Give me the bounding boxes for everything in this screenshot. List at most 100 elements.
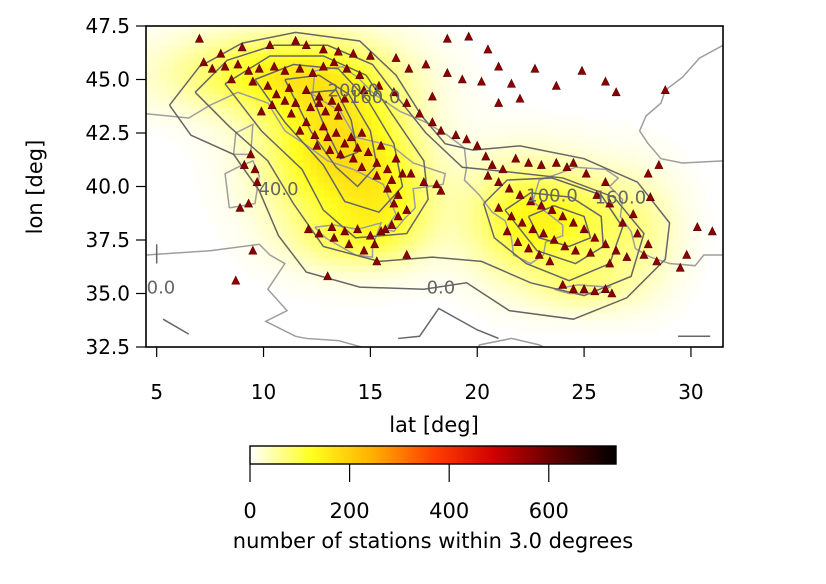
heatmap-cell — [344, 114, 352, 122]
heatmap-cell — [173, 38, 181, 47]
heatmap-cell — [467, 271, 475, 280]
station-marker — [442, 33, 452, 43]
heatmap-cell — [303, 45, 311, 54]
heatmap-cell — [611, 216, 619, 225]
heatmap-cell — [453, 66, 462, 74]
heatmap-cell — [200, 86, 209, 95]
heatmap-cell — [535, 216, 544, 225]
heatmap-cell — [556, 210, 564, 218]
station-marker — [389, 198, 399, 208]
heatmap-cell — [275, 182, 284, 191]
heatmap-cell — [248, 66, 257, 74]
heatmap-cell — [330, 134, 339, 143]
heatmap-cell — [357, 93, 366, 102]
heatmap-cell — [638, 210, 646, 218]
heatmap-cell — [330, 45, 339, 54]
heatmap-cell — [234, 38, 243, 47]
heatmap-cell — [214, 100, 222, 108]
heatmap-cell — [583, 237, 592, 245]
heatmap-cell — [419, 196, 427, 204]
heatmap-cell — [563, 168, 571, 177]
heatmap-cell — [542, 134, 551, 143]
heatmap-cell — [426, 264, 434, 273]
heatmap-cell — [371, 271, 380, 280]
heatmap-cell — [611, 189, 619, 197]
heatmap-cell — [426, 86, 434, 95]
heatmap-cell — [316, 264, 325, 273]
heatmap-cell — [631, 223, 639, 232]
heatmap-cell — [522, 121, 530, 129]
heatmap-cell — [166, 59, 174, 67]
heatmap-cell — [248, 73, 257, 81]
station-marker — [372, 256, 382, 266]
heatmap-cell — [337, 189, 345, 197]
heatmap-cell — [282, 155, 291, 163]
heatmap-cell — [515, 312, 523, 321]
heatmap-cell — [146, 38, 154, 47]
heatmap-cell — [542, 244, 551, 252]
coastline — [638, 44, 723, 164]
heatmap-cell — [453, 244, 462, 252]
heatmap-cell — [193, 162, 202, 170]
heatmap-cell — [453, 237, 462, 245]
heatmap-cell — [611, 237, 619, 245]
heatmap-cell — [494, 114, 503, 122]
heatmap-cell — [652, 271, 660, 280]
heatmap-cell — [440, 93, 448, 102]
heatmap-cell — [453, 299, 462, 307]
heatmap-cell — [152, 86, 161, 95]
heatmap-cell — [357, 237, 366, 245]
heatmap-cell — [604, 264, 612, 273]
heatmap-cell — [269, 175, 277, 184]
contour-line — [527, 204, 592, 248]
heatmap-cell — [221, 175, 229, 184]
heatmap-cell — [412, 127, 421, 136]
heatmap-cell — [563, 326, 571, 334]
heatmap-cell — [699, 264, 708, 273]
heatmap-cell — [433, 107, 441, 115]
heatmap-cell — [289, 31, 298, 40]
heatmap-cell — [310, 100, 318, 108]
heatmap-cell — [617, 257, 626, 266]
heatmap-cell — [686, 203, 694, 211]
heatmap-cell — [515, 251, 523, 259]
heatmap-cell — [679, 175, 687, 184]
heatmap-cell — [446, 127, 455, 136]
heatmap-cell — [344, 175, 352, 184]
heatmap-cell — [289, 86, 298, 95]
heatmap-cell — [173, 134, 181, 143]
station-marker — [600, 239, 610, 249]
heatmap-cell — [460, 230, 469, 239]
heatmap-cell — [617, 168, 626, 177]
heatmap-cell — [146, 114, 154, 122]
heatmap-cell — [234, 223, 243, 232]
heatmap-cell — [481, 312, 489, 321]
heatmap-cell — [645, 285, 653, 293]
station-marker — [244, 198, 254, 208]
station-marker — [547, 204, 557, 214]
heatmap-cell — [501, 278, 510, 286]
heatmap-cell — [665, 292, 674, 300]
heatmap-cell — [508, 134, 516, 143]
heatmap-cell — [385, 299, 393, 307]
heatmap-cell — [631, 278, 639, 286]
heatmap-cell — [159, 121, 168, 129]
heatmap-cell — [316, 79, 325, 88]
heatmap-cell — [337, 141, 345, 150]
heatmap-cell — [316, 162, 325, 170]
station-marker — [323, 132, 333, 142]
heatmap-cell — [187, 155, 195, 163]
heatmap-cell — [658, 189, 667, 197]
heatmap-cell — [289, 210, 298, 218]
heatmap-cell — [303, 100, 311, 108]
heatmap-cell — [323, 121, 332, 129]
heatmap-cell — [624, 305, 633, 314]
heatmap-cell — [269, 38, 277, 47]
heatmap-cell — [282, 31, 291, 40]
heatmap-cell — [474, 162, 482, 170]
heatmap-cell — [269, 251, 277, 259]
heatmap-cell — [481, 127, 489, 136]
heatmap-cell — [255, 93, 263, 102]
heatmap-cell — [193, 45, 202, 54]
heatmap-cell — [351, 26, 359, 33]
